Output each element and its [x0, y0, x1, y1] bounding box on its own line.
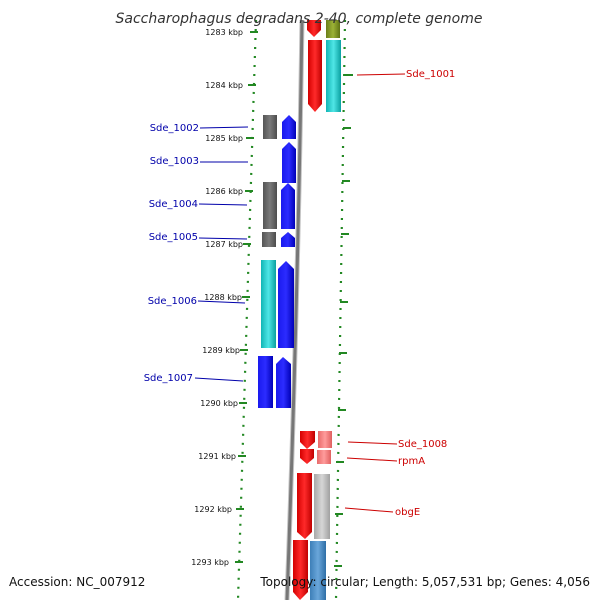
gene-label-Sde_1006[interactable]: Sde_1006: [148, 296, 197, 307]
tick-label: 1286 kbp: [205, 187, 243, 196]
tick-label: 1287 kbp: [205, 240, 243, 249]
tick-label: 1285 kbp: [205, 134, 243, 143]
tick-label: 1291 kbp: [198, 452, 236, 461]
genome-summary-label: Topology: circular; Length: 5,057,531 bp…: [259, 575, 590, 589]
gene-label-rpmA[interactable]: rpmA: [398, 456, 425, 467]
gene-label-Sde_1003[interactable]: Sde_1003: [150, 156, 199, 167]
gene-label-Sde_1004[interactable]: Sde_1004: [149, 199, 198, 210]
tick-label: 1293 kbp: [191, 558, 229, 567]
gene-Sde_1001[interactable]: [308, 40, 341, 112]
gene-label-Sde_1002[interactable]: Sde_1002: [150, 123, 199, 134]
gene-label-Sde_1005[interactable]: Sde_1005: [149, 232, 198, 243]
accession-label: Accession: NC_007912: [9, 575, 145, 589]
scale-dashes: [334, 74, 353, 567]
gene-Sde_1008[interactable]: [300, 431, 332, 449]
gene-Sde_1002[interactable]: [263, 115, 296, 139]
gene-rpmA[interactable]: [300, 449, 331, 464]
gene-Sde_1003[interactable]: [282, 142, 296, 183]
gene-Sde_1006[interactable]: [261, 260, 294, 348]
left-gene-labels: Sde_1002 Sde_1003 Sde_1004 Sde_1005 Sde_…: [144, 123, 199, 384]
leader-lines: [194, 73, 406, 513]
gene-obgE[interactable]: [297, 473, 330, 539]
gene-label-Sde_1008[interactable]: Sde_1008: [398, 439, 447, 450]
gene-Sde_1004[interactable]: [263, 182, 295, 229]
map-title: Saccharophagus degradans 2-40, complete …: [116, 11, 483, 27]
gene-label-obgE[interactable]: obgE: [395, 507, 420, 518]
tick-label: 1289 kbp: [202, 346, 240, 355]
gene-bottom-partial: [293, 540, 326, 600]
genome-backbone-core: [285, 19, 304, 600]
tick-label: 1292 kbp: [194, 505, 232, 514]
tick-label: 1284 kbp: [205, 81, 243, 90]
tick-label: 1288 kbp: [204, 293, 242, 302]
gene-label-Sde_1007[interactable]: Sde_1007: [144, 373, 193, 384]
scale-dashes-left: [235, 31, 258, 563]
gene-top-partial: [307, 20, 340, 38]
tick-label: 1290 kbp: [200, 399, 238, 408]
gene-Sde_1005[interactable]: [262, 232, 295, 247]
left-dotted-guide: [236, 19, 258, 600]
tick-label: 1283 kbp: [205, 28, 243, 37]
gene-label-Sde_1001[interactable]: Sde_1001: [406, 69, 455, 80]
gene-Sde_1007[interactable]: [258, 356, 291, 408]
right-gene-labels: Sde_1001 Sde_1008 rpmA obgE: [395, 69, 455, 518]
tick-labels: 1283 kbp 1284 kbp 1285 kbp 1286 kbp 1287…: [191, 28, 243, 567]
